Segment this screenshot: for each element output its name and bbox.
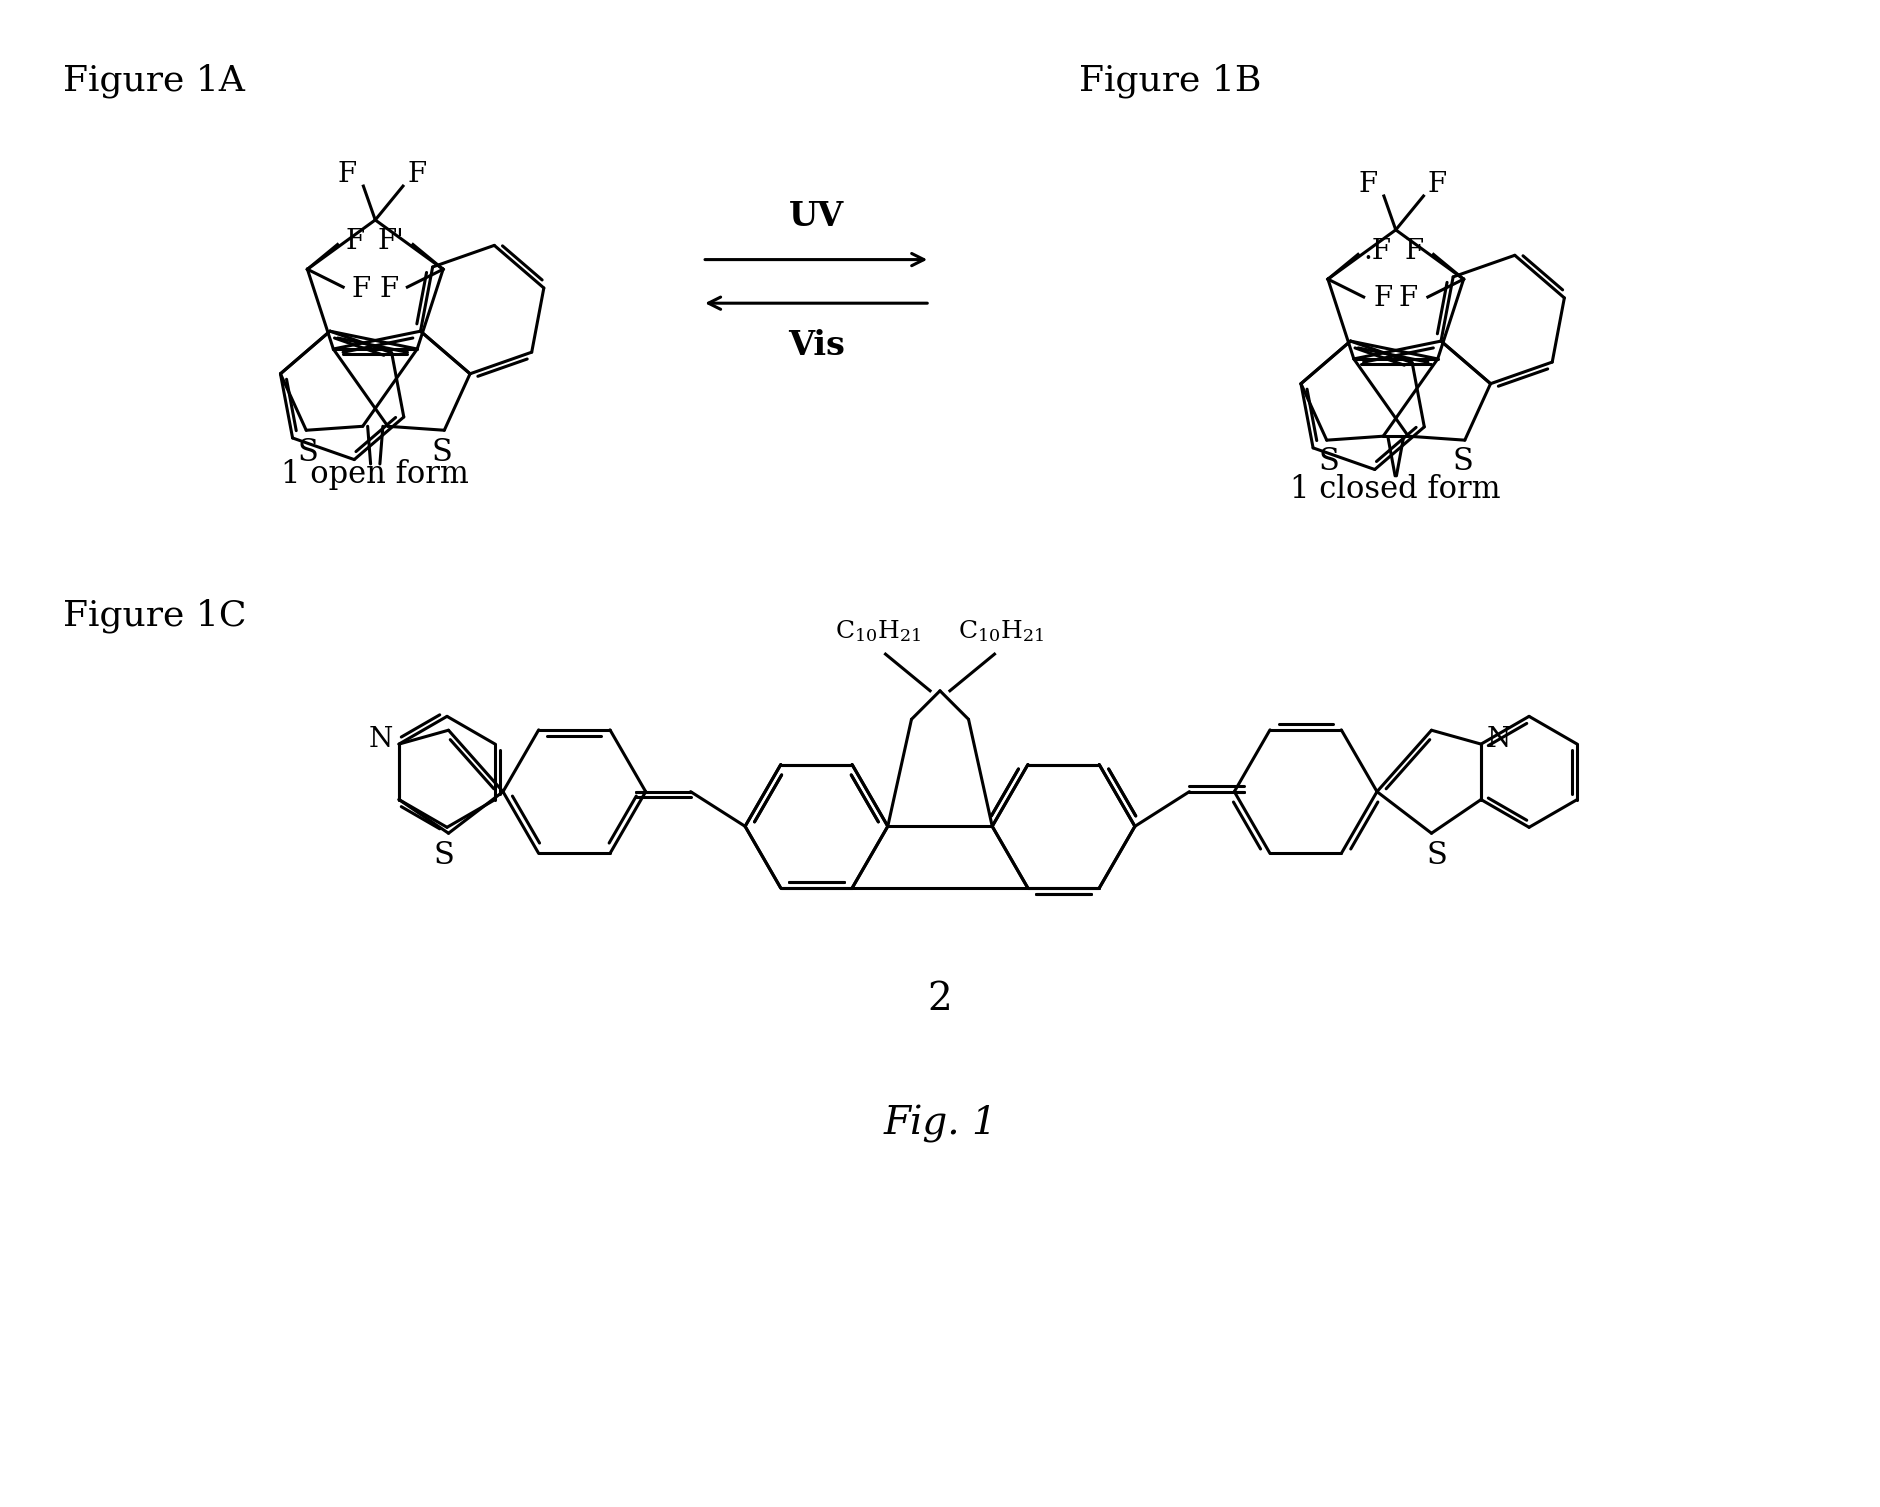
Text: F: F bbox=[380, 276, 399, 303]
Text: S: S bbox=[432, 839, 453, 871]
Text: Figure 1B: Figure 1B bbox=[1079, 63, 1261, 98]
Text: F: F bbox=[338, 161, 357, 188]
Text: $\mathregular{C_{10}H_{21}}$: $\mathregular{C_{10}H_{21}}$ bbox=[835, 618, 921, 645]
Text: 2: 2 bbox=[927, 981, 953, 1019]
Text: F: F bbox=[408, 161, 427, 188]
Text: S: S bbox=[432, 437, 453, 467]
Text: $\mathregular{C_{10}H_{21}}$: $\mathregular{C_{10}H_{21}}$ bbox=[959, 618, 1045, 645]
Text: Figure 1A: Figure 1A bbox=[64, 63, 244, 98]
Text: F: F bbox=[1399, 285, 1418, 312]
Text: F: F bbox=[1374, 285, 1393, 312]
Text: UV: UV bbox=[788, 200, 844, 234]
Text: 1 closed form: 1 closed form bbox=[1290, 475, 1500, 505]
Text: .F: .F bbox=[1363, 238, 1391, 265]
Text: S: S bbox=[1427, 839, 1448, 871]
Text: Figure 1C: Figure 1C bbox=[64, 598, 246, 633]
Text: Vis: Vis bbox=[788, 330, 844, 362]
Text: S: S bbox=[297, 437, 318, 467]
Text: 1 open form: 1 open form bbox=[282, 460, 470, 490]
Text: F': F' bbox=[378, 228, 404, 255]
Text: F: F bbox=[352, 276, 370, 303]
Text: F: F bbox=[1359, 170, 1378, 197]
Text: N: N bbox=[1487, 726, 1512, 752]
Text: F: F bbox=[1404, 238, 1423, 265]
Text: Fig. 1: Fig. 1 bbox=[884, 1105, 996, 1142]
Text: S: S bbox=[1318, 446, 1339, 478]
Text: F: F bbox=[346, 228, 365, 255]
Text: N: N bbox=[368, 726, 393, 752]
Text: S: S bbox=[1453, 446, 1474, 478]
Text: F: F bbox=[1427, 170, 1448, 197]
